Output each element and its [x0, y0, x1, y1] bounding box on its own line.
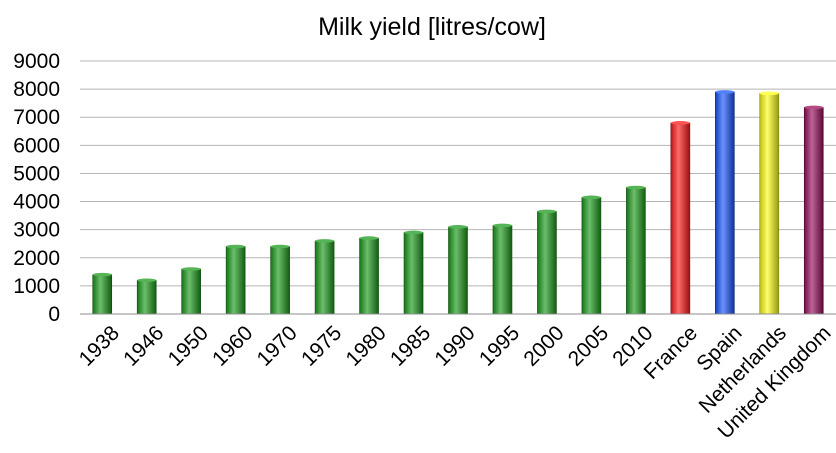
x-axis-ticks: 1938194619501960197019751980198519901995… — [75, 321, 836, 443]
bar-top-cap — [715, 90, 735, 94]
bar-top-cap — [181, 267, 201, 271]
bar-united-kingdom — [803, 107, 824, 315]
bar-2010 — [626, 187, 646, 315]
bar-top-cap — [359, 236, 379, 240]
bar-1990 — [448, 226, 468, 315]
x-tick-label: 1980 — [341, 321, 390, 370]
chart-title: Milk yield [litres/cow] — [318, 13, 546, 41]
bar-top-cap — [626, 185, 646, 190]
x-tick-label: 1938 — [75, 321, 124, 370]
bar-2005 — [581, 197, 602, 315]
y-tick-label: 4000 — [13, 191, 60, 214]
bar-2000 — [537, 211, 557, 315]
bar-top-cap — [226, 244, 246, 249]
bar-top-cap — [315, 239, 335, 243]
x-tick-label: 1970 — [253, 321, 302, 370]
bar-1995 — [492, 225, 513, 315]
bar-top-cap — [137, 278, 157, 283]
bar-1946 — [136, 279, 157, 315]
x-tick-label: 1985 — [386, 321, 435, 370]
bar-top-cap — [537, 209, 557, 214]
x-tick-label: 1975 — [297, 321, 346, 370]
bar-1938 — [92, 274, 113, 315]
bar-netherlands — [759, 93, 780, 315]
y-tick-label: 2000 — [13, 247, 60, 270]
y-tick-label: 0 — [48, 303, 60, 326]
y-tick-label: 5000 — [13, 162, 60, 185]
bar-top-cap — [448, 225, 468, 229]
bar-top-cap — [804, 105, 824, 110]
bar-spain — [715, 91, 735, 315]
y-axis-ticks: 0 1000 2000 3000 4000 5000 6000 7000 8000 9000 — [13, 50, 60, 326]
x-tick-label: 1950 — [164, 321, 213, 370]
y-tick-label: 8000 — [13, 78, 60, 101]
x-tick-label: 2005 — [564, 321, 613, 370]
y-tick-label: 7000 — [13, 106, 60, 129]
x-tick-label: 1990 — [430, 321, 479, 370]
bar-1980 — [359, 237, 379, 315]
bar-top-cap — [492, 223, 512, 228]
y-tick-label: 9000 — [13, 50, 60, 73]
bar-france — [670, 122, 691, 315]
bar-1950 — [181, 268, 201, 315]
bar-top-cap — [404, 230, 424, 235]
bar-1985 — [403, 232, 424, 315]
x-tick-label: 1960 — [208, 321, 257, 370]
bar-1960 — [225, 246, 246, 315]
gridlines — [80, 60, 836, 287]
y-tick-label: 3000 — [13, 219, 60, 242]
bar-top-cap — [670, 121, 690, 125]
bar-1970 — [270, 246, 290, 315]
bar-top-cap — [92, 272, 112, 277]
bars — [92, 90, 824, 315]
bar-1975 — [314, 240, 335, 315]
y-tick-label: 1000 — [13, 275, 60, 298]
y-tick-label: 6000 — [13, 134, 60, 157]
x-tick-label: 2000 — [519, 321, 568, 370]
bar-top-cap — [270, 244, 290, 249]
x-tick-label: 1995 — [475, 321, 524, 370]
x-tick-label: 1946 — [119, 321, 168, 370]
bar-top-cap — [581, 195, 601, 200]
bar-top-cap — [759, 91, 779, 96]
